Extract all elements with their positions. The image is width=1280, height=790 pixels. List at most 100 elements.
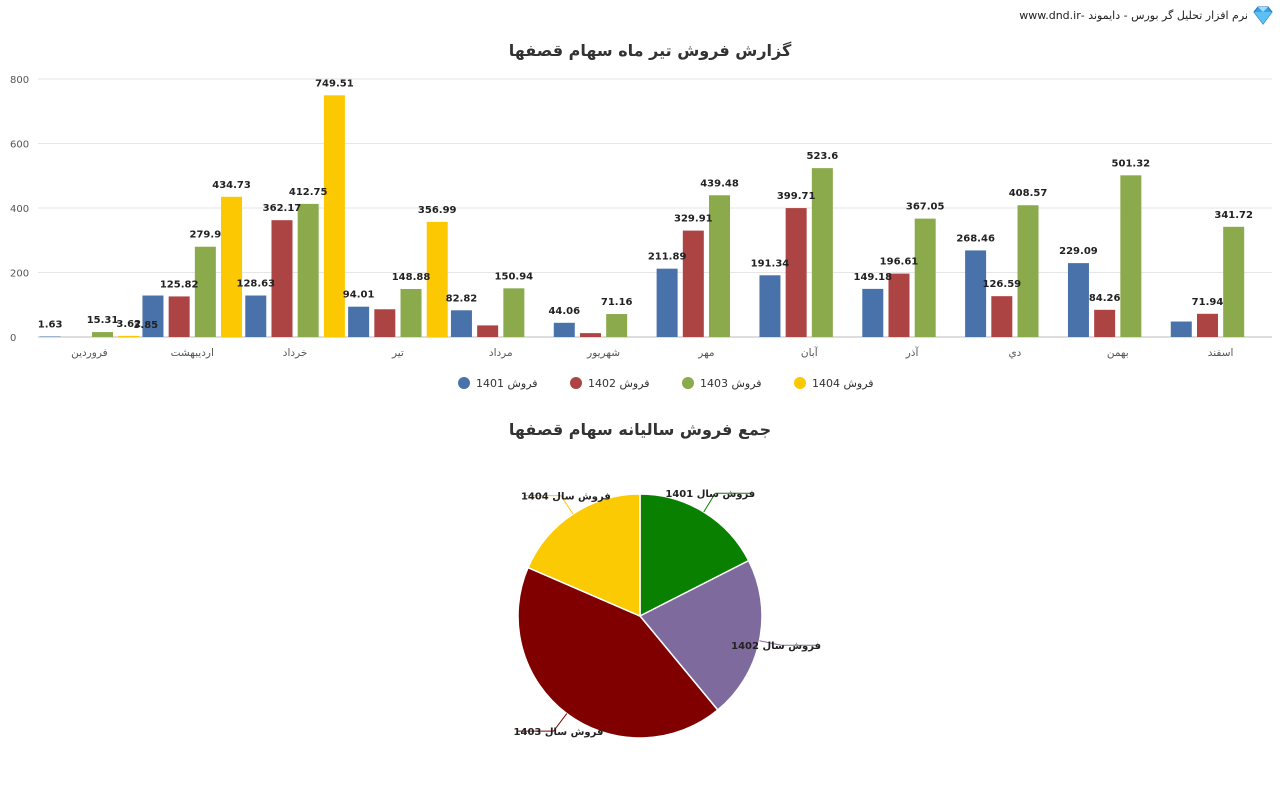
- pie-label: فروش سال 1404: [521, 492, 611, 503]
- bar: [1017, 205, 1039, 337]
- y-tick-label: 800: [10, 75, 29, 86]
- bar: [221, 196, 243, 337]
- data-label: 3.85: [133, 320, 158, 331]
- bar: [1094, 309, 1116, 337]
- bar: [1120, 175, 1142, 337]
- x-tick-label: تیر: [391, 347, 404, 359]
- data-label: 125.82: [160, 279, 199, 290]
- data-label: 128.63: [236, 279, 275, 290]
- diamond-icon: [1253, 6, 1273, 25]
- data-label: 408.57: [1009, 188, 1048, 199]
- legend-marker: [570, 377, 582, 389]
- pie-label: فروش سال 1402: [731, 641, 821, 652]
- data-label: 1.63: [38, 319, 63, 330]
- pie-leader-line: [517, 713, 568, 732]
- x-tick-label: آبان: [801, 346, 819, 359]
- data-label: 268.46: [956, 233, 995, 244]
- data-label: 412.75: [289, 187, 328, 198]
- bar: [709, 195, 731, 337]
- x-tick-label: اردیبهشت: [171, 347, 214, 359]
- pie-chart: جمع فروش سالیانه سهام قصفها فروش سال 140…: [509, 420, 821, 739]
- data-label: 341.72: [1214, 210, 1253, 221]
- x-tick-label: مرداد: [489, 347, 513, 359]
- bar: [245, 295, 267, 337]
- data-label: 71.16: [601, 297, 633, 308]
- x-tick-label: دي: [1008, 347, 1021, 359]
- pie-leader-line: [524, 495, 574, 515]
- brand-text: نرم افزار تحلیل گر بورس - دایموند -www.d…: [1019, 8, 1248, 22]
- bar: [579, 333, 601, 337]
- data-label: 439.48: [700, 178, 739, 189]
- pie-label: فروش سال 1403: [514, 727, 604, 738]
- bar: [656, 268, 678, 337]
- bar: [682, 230, 704, 337]
- pie-label: فروش سال 1401: [665, 489, 755, 500]
- pie-leader-line: [759, 640, 818, 646]
- pie-leader-line: [703, 492, 752, 513]
- legend-marker: [794, 377, 806, 389]
- legend-marker: [458, 377, 470, 389]
- bar: [503, 288, 525, 337]
- legend-marker: [682, 377, 694, 389]
- bar: [862, 288, 884, 337]
- bar: [168, 296, 190, 337]
- bar: [348, 306, 370, 337]
- data-label: 3.62: [116, 319, 141, 330]
- bar-chart: گزارش فروش تیر ماه سهام قصفها 0 200 400 600…: [10, 41, 1272, 390]
- bar: [1223, 226, 1245, 337]
- legend-label: فروش 1402: [588, 377, 650, 390]
- data-label: 434.73: [212, 180, 251, 191]
- data-label: 229.09: [1059, 246, 1098, 257]
- legend-label: فروش 1404: [812, 377, 874, 390]
- pie-chart-title: جمع فروش سالیانه سهام قصفها: [509, 420, 771, 439]
- bar: [450, 310, 472, 337]
- data-label: 94.01: [343, 290, 375, 301]
- bar: [1067, 263, 1089, 337]
- bar: [1196, 313, 1218, 337]
- data-label: 148.88: [392, 272, 431, 283]
- bar: [785, 208, 807, 337]
- data-label: 211.89: [648, 252, 687, 263]
- bar: [297, 203, 319, 337]
- bar: [914, 218, 936, 337]
- data-label: 501.32: [1112, 158, 1151, 169]
- bar-chart-title: گزارش فروش تیر ماه سهام قصفها: [509, 41, 792, 60]
- bar: [991, 296, 1013, 337]
- x-tick-label: اسفند: [1208, 347, 1234, 359]
- y-tick-label: 600: [10, 140, 29, 151]
- data-label: 191.34: [751, 258, 790, 269]
- data-label: 82.82: [446, 293, 478, 304]
- data-label: 329.91: [674, 214, 713, 225]
- legend-label: فروش 1401: [476, 377, 538, 390]
- data-label: 149.18: [853, 272, 892, 283]
- brand-header: نرم افزار تحلیل گر بورس - دایموند -www.d…: [1019, 0, 1280, 30]
- bar: [553, 322, 575, 337]
- data-label: 356.99: [418, 205, 457, 216]
- data-label: 71.94: [1192, 297, 1224, 308]
- bar: [92, 332, 114, 337]
- bar: [1170, 321, 1192, 337]
- data-label: 749.51: [315, 78, 354, 89]
- data-label: 196.61: [880, 257, 919, 268]
- bar: [759, 275, 781, 337]
- y-tick-label: 200: [10, 269, 29, 280]
- x-tick-label: مهر: [697, 347, 714, 359]
- bar: [323, 95, 345, 338]
- pie-slice: [527, 493, 641, 618]
- data-label: 399.71: [777, 191, 816, 202]
- bar: [965, 250, 987, 337]
- bar: [400, 288, 422, 337]
- y-tick-label: 400: [10, 204, 29, 215]
- data-label: 126.59: [983, 279, 1022, 290]
- bar: [194, 246, 216, 337]
- pie-slice: [639, 493, 750, 618]
- bar: [606, 314, 628, 337]
- bar: [811, 168, 833, 337]
- bar: [374, 309, 396, 337]
- legend-label: فروش 1403: [700, 377, 762, 390]
- data-label: 15.31: [87, 315, 119, 326]
- bar: [477, 325, 499, 337]
- bar: [271, 220, 293, 337]
- x-tick-label: خرداد: [283, 347, 308, 359]
- data-label: 150.94: [495, 271, 534, 282]
